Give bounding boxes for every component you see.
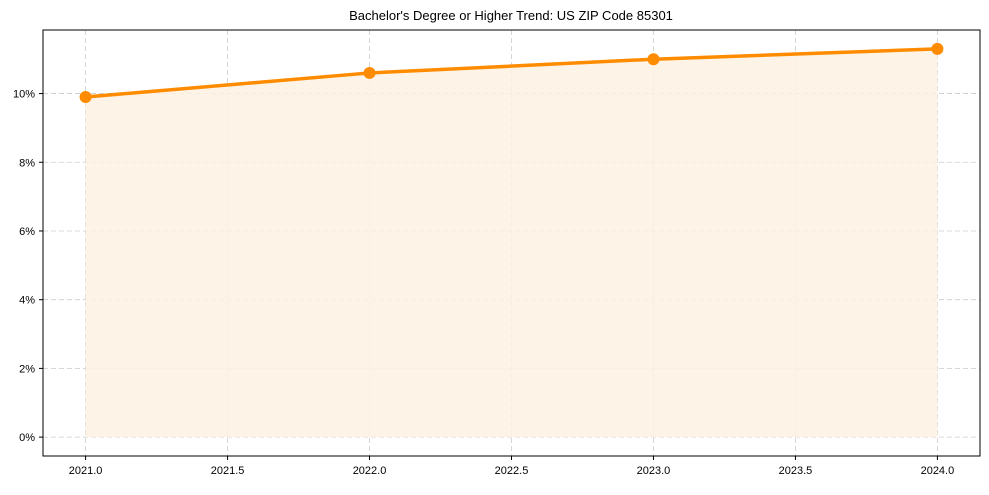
x-tick-label: 2023.5: [779, 465, 813, 477]
x-tick-label: 2023.0: [637, 465, 671, 477]
x-tick-label: 2021.5: [211, 465, 245, 477]
series-line: [85, 47, 938, 99]
data-point-marker[interactable]: 2022: 10.6%: [363, 66, 376, 79]
area-fill: [85, 48, 938, 438]
area-fill-polygon: [85, 48, 938, 438]
x-axis-ticks: 2021.0 2021.5 2022.0 2022.5 2023.0 2023.5 2024…: [69, 456, 954, 477]
data-point-marker[interactable]: 2023: 11%: [647, 53, 660, 66]
y-axis-ticks: 0% 2% 4% 6% 8% 10%: [13, 89, 43, 444]
y-tick-label: 4%: [19, 295, 35, 307]
data-line: [85, 47, 938, 99]
x-tick-label: 2021.0: [69, 465, 103, 477]
x-tick-label: 2022.5: [495, 465, 529, 477]
x-tick-label: 2024.0: [921, 465, 955, 477]
data-point-marker[interactable]: 2024: 11.3%: [931, 42, 944, 55]
y-tick-label: 0%: [19, 432, 35, 444]
data-markers: 2021: 9.9% 2022: 10.6% 2023: 11% 2024: 11.3…: [79, 42, 944, 103]
y-tick-label: 10%: [13, 89, 35, 101]
y-tick-label: 8%: [19, 157, 35, 169]
data-point-marker[interactable]: 2021: 9.9%: [79, 90, 92, 103]
x-tick-label: 2022.0: [353, 465, 387, 477]
chart-title: Bachelor's Degree or Higher Trend: US ZI…: [349, 8, 673, 23]
y-tick-label: 6%: [19, 226, 35, 238]
y-tick-label: 2%: [19, 363, 35, 375]
